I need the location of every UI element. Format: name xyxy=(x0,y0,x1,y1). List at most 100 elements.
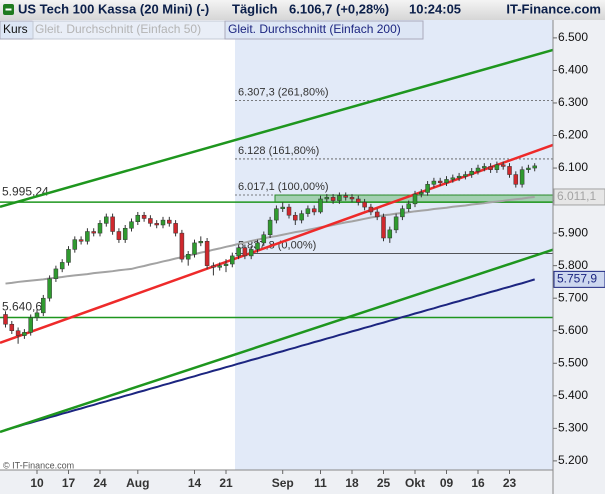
x-axis-panel xyxy=(0,470,553,494)
candle-body xyxy=(66,249,71,263)
candle-body xyxy=(22,332,27,336)
candle-body xyxy=(255,242,260,250)
candle-body xyxy=(280,206,285,209)
trend-line xyxy=(0,48,554,208)
candle-body xyxy=(204,241,210,266)
candle-body xyxy=(463,174,468,177)
last-price: 6.106,7 (+0,28%) xyxy=(289,1,389,16)
x-tick-label: 17 xyxy=(62,476,76,490)
y-tick-label: 5.900 xyxy=(558,225,588,239)
candle-body xyxy=(482,166,487,169)
candle-body xyxy=(330,197,336,201)
candle-body xyxy=(343,195,348,198)
y-tick-label: 6.500 xyxy=(558,30,588,44)
candle-body xyxy=(387,229,393,239)
candle-body xyxy=(34,312,40,318)
candle-body xyxy=(456,175,462,179)
y-tick-label: 5.600 xyxy=(558,323,588,337)
candle-body xyxy=(223,263,229,266)
candle-body xyxy=(500,164,506,167)
end-label: 5.757,9 xyxy=(557,272,597,286)
candle-body xyxy=(3,314,8,325)
y-tick-label: 6.300 xyxy=(558,95,588,109)
candle-body xyxy=(148,218,153,224)
candle-body xyxy=(469,171,474,175)
candle-body xyxy=(318,198,323,213)
legend-entry[interactable]: Gleit. Durchschnitt (Einfach 200) xyxy=(228,22,401,36)
y-tick-label: 5.400 xyxy=(558,388,588,402)
level-label: 5.640,6 xyxy=(2,300,42,314)
x-tick-label: 14 xyxy=(188,476,202,490)
y-axis-panel xyxy=(553,20,605,494)
candle-body xyxy=(431,180,437,185)
fibonacci-label: 6.307,3 (261,80%) xyxy=(238,87,329,99)
candle-body xyxy=(494,164,500,170)
candle-body xyxy=(425,184,430,193)
x-tick-label: 23 xyxy=(503,476,517,490)
candle-body xyxy=(242,247,248,257)
candle-body xyxy=(85,231,90,242)
candle-body xyxy=(230,255,235,265)
candle-body xyxy=(167,219,172,224)
candle-body xyxy=(406,203,411,209)
candle-body xyxy=(41,297,46,314)
candle-body xyxy=(337,195,342,201)
candle-body xyxy=(9,323,15,331)
candle-body xyxy=(179,232,185,260)
candle-body xyxy=(526,167,531,170)
x-tick-label: 09 xyxy=(440,476,454,490)
candle-body xyxy=(368,206,374,213)
candle-body xyxy=(236,247,241,257)
y-tick-label: 5.500 xyxy=(558,355,588,369)
candle-body xyxy=(53,268,59,279)
candle-body xyxy=(59,262,65,270)
candle-body xyxy=(305,208,311,214)
fibonacci-label: 6.128 (161,80%) xyxy=(238,145,319,157)
candle-body xyxy=(286,206,292,216)
candle-body xyxy=(362,201,367,208)
y-tick-label: 5.200 xyxy=(558,453,588,467)
x-tick-label: 25 xyxy=(377,476,391,490)
candle-body xyxy=(72,239,78,250)
candle-body xyxy=(374,211,380,218)
legend-entry[interactable]: Gleit. Durchschnitt (Einfach 50) xyxy=(35,22,201,36)
end-label-box xyxy=(553,188,605,206)
candle-body xyxy=(488,166,493,170)
x-tick-label: 24 xyxy=(93,476,107,490)
candle-body xyxy=(141,214,147,219)
interval: Täglich xyxy=(232,1,278,16)
candle-body xyxy=(160,219,166,226)
moving-average-line xyxy=(5,278,535,431)
candle-body xyxy=(349,197,355,200)
candle-body xyxy=(381,216,386,239)
x-tick-label: Okt xyxy=(405,476,425,490)
candle-body xyxy=(437,180,443,183)
candle-body xyxy=(211,265,216,268)
candle-body xyxy=(15,330,21,336)
candle-body xyxy=(154,223,159,226)
y-tick-label: 5.800 xyxy=(558,258,588,272)
y-tick-label: 6.400 xyxy=(558,63,588,77)
x-tick-label: Aug xyxy=(126,476,149,490)
candle-body xyxy=(192,242,197,255)
candle-body xyxy=(78,239,84,242)
candle-body xyxy=(444,179,449,183)
candle-body xyxy=(400,208,405,218)
x-tick-label: 21 xyxy=(219,476,233,490)
header-bar xyxy=(0,0,605,20)
candle-body xyxy=(412,193,418,205)
legend-entry[interactable]: Kurs xyxy=(3,22,28,36)
candle-body xyxy=(116,231,122,240)
legend-box[interactable] xyxy=(224,20,424,40)
y-tick-label: 5.700 xyxy=(558,290,588,304)
trend-line xyxy=(0,248,554,434)
candle-body xyxy=(507,166,512,175)
y-tick-label: 6.200 xyxy=(558,128,588,142)
candle-body xyxy=(91,231,96,234)
candle-body xyxy=(97,223,103,234)
candle-body xyxy=(47,278,52,299)
x-tick-label: 10 xyxy=(30,476,44,490)
end-label-box xyxy=(553,270,605,288)
candle-body xyxy=(299,213,304,221)
candle-body xyxy=(513,174,519,185)
